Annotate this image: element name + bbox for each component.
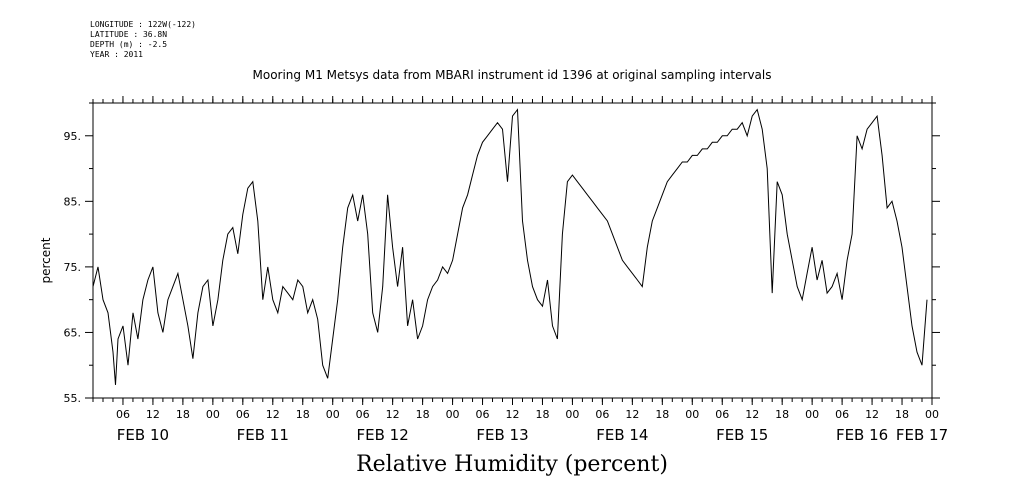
longitude-label: LONGITUDE : 122W(-122)	[90, 20, 196, 29]
year-label: YEAR : 2011	[90, 50, 143, 59]
plot-frame	[92, 102, 933, 399]
x-hour-label: 18	[535, 408, 549, 421]
chart-title: Mooring M1 Metsys data from MBARI instru…	[252, 68, 772, 82]
x-day-label: FEB 17	[896, 426, 948, 444]
x-hour-label: 00	[685, 408, 699, 421]
x-hour-label: 06	[116, 408, 130, 421]
x-hour-label: 12	[865, 408, 879, 421]
x-day-label: FEB 15	[716, 426, 768, 444]
x-hour-label: 12	[745, 408, 759, 421]
x-hour-label: 18	[416, 408, 430, 421]
x-hour-label: 12	[146, 408, 160, 421]
x-hour-label: 00	[805, 408, 819, 421]
x-hour-label: 12	[386, 408, 400, 421]
x-hour-label: 12	[625, 408, 639, 421]
x-day-label: FEB 13	[476, 426, 528, 444]
x-hour-label: 18	[655, 408, 669, 421]
x-hour-label: 12	[506, 408, 520, 421]
x-hour-label: 18	[296, 408, 310, 421]
x-hour-label: 06	[835, 408, 849, 421]
x-hour-label: 06	[356, 408, 370, 421]
y-tick-label: 95.	[64, 130, 82, 143]
mooring-metadata: LONGITUDE : 122W(-122) LATITUDE : 36.8N …	[90, 20, 196, 60]
x-hour-label: 18	[775, 408, 789, 421]
x-day-label: FEB 12	[357, 426, 409, 444]
x-hour-label: 06	[595, 408, 609, 421]
chart-caption: Relative Humidity (percent)	[356, 452, 668, 477]
x-hour-label: 18	[895, 408, 909, 421]
x-hour-label: 00	[446, 408, 460, 421]
x-hour-label: 00	[925, 408, 939, 421]
x-hour-label: 06	[476, 408, 490, 421]
depth-label: DEPTH (m) : -2.5	[90, 40, 168, 49]
x-hour-label: 06	[236, 408, 250, 421]
x-hour-label: 06	[715, 408, 729, 421]
humidity-series-line	[92, 108, 928, 385]
x-day-label: FEB 11	[237, 426, 289, 444]
y-axis-label: percent	[39, 237, 53, 283]
x-day-label: FEB 14	[596, 426, 648, 444]
x-hour-label: 18	[176, 408, 190, 421]
x-hour-label: 00	[206, 408, 220, 421]
y-tick-label: 85.	[64, 195, 82, 208]
x-day-label: FEB 10	[117, 426, 169, 444]
x-hour-label: 12	[266, 408, 280, 421]
y-tick-label: 55.	[64, 392, 82, 405]
latitude-label: LATITUDE : 36.8N	[90, 30, 168, 39]
x-hour-label: 00	[326, 408, 340, 421]
x-hour-label: 00	[565, 408, 579, 421]
humidity-chart: 55. 65. 75. 85. 95. percent 06 12 18 00 06 12 18 00 0…	[39, 96, 948, 444]
x-day-label: FEB 16	[836, 426, 888, 444]
y-tick-label: 75.	[64, 261, 82, 274]
y-tick-label: 65.	[64, 326, 82, 339]
